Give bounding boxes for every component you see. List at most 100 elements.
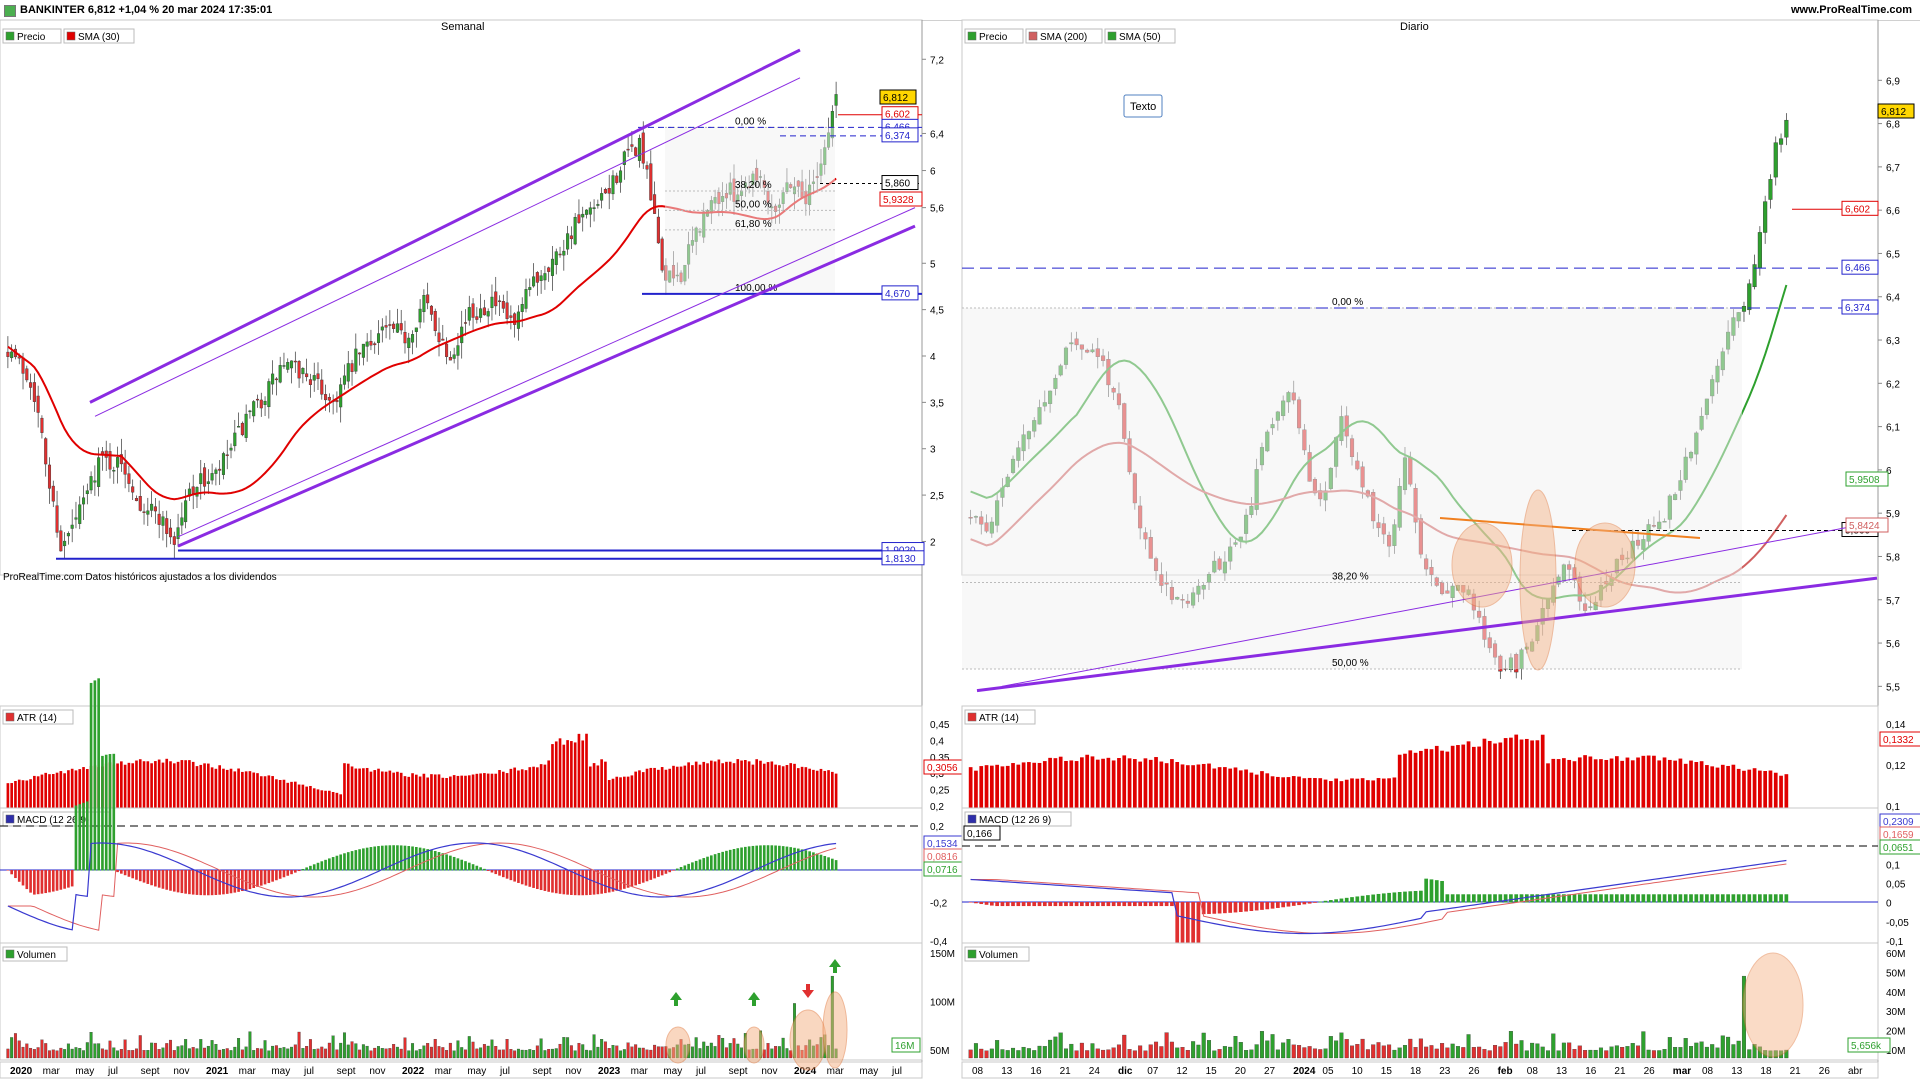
volume-bar: [585, 1049, 588, 1059]
daily-atr-legend-item[interactable]: [964, 709, 1036, 725]
atr-bar: [1042, 761, 1047, 810]
atr-bar: [623, 776, 626, 810]
atr-bar: [290, 781, 293, 810]
macd-hist-bar: [184, 870, 187, 894]
atr-bar: [1244, 769, 1248, 810]
candle: [36, 395, 40, 413]
atr-bar: [1095, 759, 1100, 810]
candle: [237, 426, 241, 428]
site-link[interactable]: www.ProRealTime.com: [1790, 4, 1912, 16]
macd-hist-bar: [1567, 894, 1572, 903]
atr-bar: [1588, 756, 1593, 810]
macd-hist-bar: [1763, 894, 1768, 903]
candle: [626, 148, 630, 151]
atr-bar: [1705, 765, 1709, 810]
macd-hist-bar: [1678, 894, 1683, 903]
macd-hist-bar: [312, 864, 316, 871]
macd-hist-bar: [483, 868, 486, 871]
volume-bar: [377, 1046, 380, 1059]
atr-bar: [388, 770, 392, 810]
macd-hist-bar: [490, 870, 494, 873]
volume-bar: [475, 1048, 479, 1059]
atr-bar: [1678, 758, 1683, 810]
daily-legend-item[interactable]: [964, 28, 1024, 44]
volume-bar: [1609, 1046, 1614, 1059]
macd-hist-bar: [1238, 902, 1243, 912]
atr-bar: [1445, 751, 1450, 810]
macd-hist-bar: [1450, 894, 1455, 903]
atr-bar: [29, 779, 32, 810]
macd-hist-bar: [494, 870, 498, 875]
macd-hist-bar: [1683, 894, 1688, 903]
neckline-annotation: [1439, 517, 1701, 539]
daily-x-label: 08: [972, 1066, 984, 1077]
weekly-x-label: may: [859, 1066, 878, 1077]
volume-bar: [550, 1048, 554, 1059]
macd-hist-bar: [562, 870, 566, 895]
volume-bar: [1116, 1044, 1121, 1059]
macd-hist-bar: [1106, 902, 1111, 907]
volume-bar: [1583, 1050, 1588, 1059]
text-note-box[interactable]: [1123, 94, 1163, 118]
volume-bar: [543, 1050, 547, 1059]
macd-hist-bar: [384, 845, 388, 871]
weekly-vol-legend-item[interactable]: [2, 946, 68, 962]
atr-bar: [278, 779, 282, 810]
macd-hist-bar: [78, 804, 82, 871]
volume-bar: [354, 1043, 358, 1059]
weekly-atr-legend-item[interactable]: [2, 709, 74, 725]
macd-hist-bar: [725, 850, 728, 871]
atr-bar: [1461, 744, 1466, 810]
volume-bar: [592, 1034, 596, 1059]
atr-bar: [392, 772, 395, 810]
macd-hist-bar: [1710, 894, 1715, 903]
volume-bar: [184, 1039, 188, 1059]
volume-bar: [244, 1046, 248, 1059]
weekly-atr-tick: 0,3: [930, 769, 944, 780]
daily-sma200-value: 5,8424: [1849, 521, 1880, 532]
weekly-legend-item[interactable]: [63, 28, 135, 44]
atr-bar: [176, 761, 180, 810]
volume-bar: [486, 1045, 490, 1059]
daily-fib-label: 38,20 %: [1332, 571, 1369, 582]
daily-macd-legend-item[interactable]: [964, 811, 1072, 827]
macd-hist-bar: [309, 865, 312, 871]
atr-bar: [324, 790, 327, 810]
atr-bar: [543, 764, 547, 810]
volume-bar: [66, 1043, 70, 1059]
atr-bar: [475, 773, 479, 810]
candle: [622, 151, 626, 165]
volume-bar: [248, 1031, 252, 1059]
atr-bar: [804, 767, 808, 810]
daily-macd-tick: -0,05: [1886, 918, 1909, 929]
atr-bar: [1117, 758, 1121, 810]
candle: [566, 233, 570, 250]
atr-bar: [1085, 754, 1090, 810]
macd-hist-bar: [592, 870, 596, 895]
macd-hist-bar: [804, 850, 808, 871]
weekly-last-price: 6,812: [883, 93, 908, 104]
daily-legend-item[interactable]: [1025, 28, 1103, 44]
daily-legend-item[interactable]: [1104, 28, 1176, 44]
atr-bar: [1434, 745, 1439, 810]
atr-bar: [25, 780, 29, 810]
weekly-trend-line: [94, 77, 801, 417]
weekly-x-label: jul: [303, 1066, 314, 1077]
weekly-legend-item[interactable]: [2, 28, 62, 44]
macd-hist-bar: [44, 870, 48, 894]
volume-bar: [641, 1047, 645, 1059]
atr-bar: [471, 774, 475, 810]
macd-hist-bar: [1376, 893, 1381, 903]
atr-bar: [687, 762, 690, 810]
atr-bar: [335, 792, 339, 810]
daily-vol-legend-item[interactable]: [964, 946, 1030, 962]
macd-hist-bar: [445, 854, 448, 871]
macd-hist-bar: [1641, 894, 1646, 903]
volume-bar: [995, 1040, 1000, 1059]
volume-bar: [1154, 1041, 1159, 1059]
candle: [191, 486, 195, 494]
macd-hist-bar: [1562, 894, 1566, 903]
candle: [327, 397, 331, 401]
daily-vol-value: 5,656k: [1851, 1041, 1882, 1052]
